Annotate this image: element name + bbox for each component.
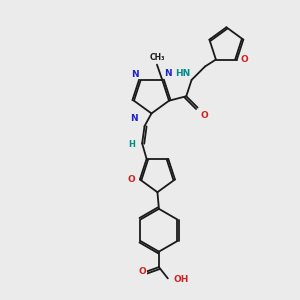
Text: N: N (164, 69, 171, 78)
Text: N: N (130, 114, 138, 123)
Text: OH: OH (173, 275, 189, 284)
Text: H: H (129, 140, 136, 149)
Text: O: O (128, 175, 136, 184)
Text: HN: HN (175, 68, 190, 77)
Text: O: O (200, 110, 208, 119)
Text: N: N (131, 70, 139, 79)
Text: CH₃: CH₃ (149, 53, 165, 62)
Text: O: O (240, 55, 248, 64)
Text: O: O (139, 267, 147, 276)
